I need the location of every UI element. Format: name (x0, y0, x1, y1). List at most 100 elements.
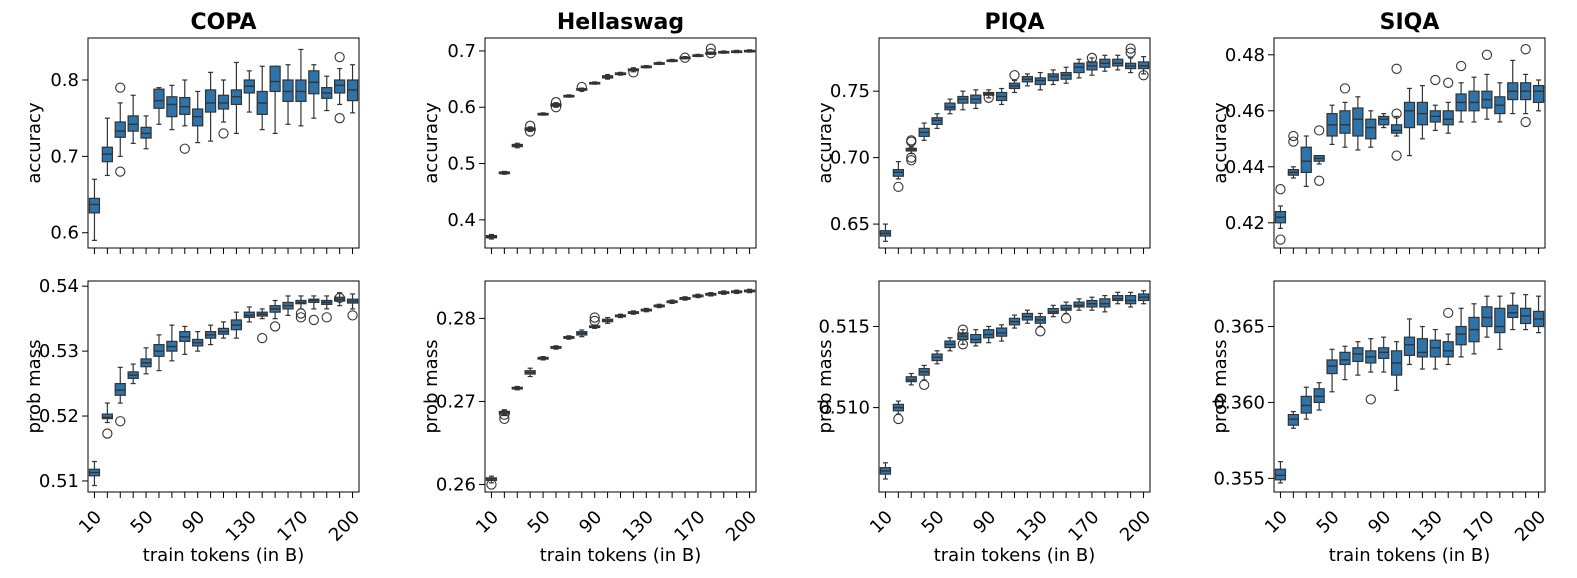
flier-point (1314, 125, 1325, 136)
box-body (1352, 347, 1364, 363)
flier-point (1138, 70, 1149, 81)
box-6 (1352, 96, 1364, 151)
flier-point (1481, 49, 1493, 60)
flier-point (115, 416, 126, 427)
box-18 (1112, 54, 1124, 71)
subplot-title: PIQA (984, 10, 1044, 35)
y-axis-label: accuracy (815, 102, 836, 184)
y-tick-label: 0.8 (50, 70, 79, 91)
box-6 (166, 84, 178, 131)
box-7 (970, 89, 982, 110)
box-1 (1287, 130, 1299, 179)
x-tick-label: 90 (575, 507, 606, 538)
box-9 (601, 73, 614, 80)
box-4 (140, 115, 152, 150)
flier-point (957, 324, 969, 335)
x-tick-label: 10 (1261, 507, 1292, 538)
flier-point (1035, 326, 1046, 337)
box-body (1494, 307, 1506, 334)
box-body (905, 376, 917, 383)
subplot-title: Hellaswag (557, 10, 684, 35)
box-16 (1481, 295, 1493, 338)
box-13 (1442, 307, 1454, 366)
box-3 (1313, 382, 1325, 411)
y-tick-label: 0.515 (818, 316, 870, 337)
box-3 (918, 122, 930, 141)
box-body (1378, 347, 1390, 360)
x-tick-label: 130 (1013, 507, 1052, 546)
flier-point (257, 332, 268, 344)
x-tick-label: 170 (1459, 507, 1498, 546)
box-15 (679, 52, 691, 63)
box-body (1455, 325, 1467, 346)
box-2 (114, 82, 126, 177)
subplot-3: 0.42 0.44 0.46 0.48 accuracy SIQA (1210, 10, 1546, 254)
box-6 (957, 324, 969, 350)
box-16 (1086, 52, 1098, 76)
box-body (153, 88, 165, 109)
y-tick-label: 0.6 (50, 223, 79, 244)
box-1 (101, 117, 113, 177)
x-tick-label: 130 (1408, 507, 1447, 546)
flier-point (499, 413, 510, 425)
box-body (1468, 90, 1480, 112)
y-tick-label: 0.44 (1225, 157, 1265, 178)
box-body (1352, 107, 1364, 137)
box-body (1365, 118, 1377, 140)
box-17 (705, 292, 717, 297)
box-body (1112, 295, 1124, 302)
box-18 (718, 290, 730, 295)
y-tick-label: 0.7 (447, 41, 476, 62)
box-10 (1403, 87, 1416, 157)
box-18 (321, 295, 333, 323)
flier-point (576, 81, 587, 93)
box-13 (256, 65, 268, 131)
box-10 (217, 79, 230, 139)
box-19 (334, 51, 346, 124)
flier-point (1455, 60, 1467, 72)
box-20 (1137, 56, 1150, 81)
axes-frame (87, 280, 360, 493)
box-8 (589, 312, 601, 329)
flier-point (628, 67, 639, 78)
flier-point (1009, 70, 1020, 81)
box-body (1300, 146, 1312, 173)
box-body (334, 79, 346, 94)
box-11 (1416, 84, 1429, 140)
box-body (1073, 301, 1085, 308)
flier-point (1314, 175, 1325, 186)
flier-point (1086, 52, 1098, 64)
box-7 (1365, 338, 1377, 405)
box-6 (1352, 341, 1364, 376)
box-12 (1429, 74, 1441, 131)
subplot-title: SIQA (1380, 10, 1440, 35)
flier-point (906, 136, 917, 147)
flier-point (1365, 394, 1376, 405)
y-axis-label: accuracy (421, 102, 442, 184)
box-7 (576, 329, 588, 338)
flier-point (308, 314, 319, 326)
x-tick-label: 200 (1116, 507, 1155, 546)
box-1 (1287, 410, 1299, 429)
box-body (166, 96, 178, 118)
x-axis-label: train tokens (in B) (1329, 545, 1491, 566)
box-17 (308, 295, 320, 326)
box-12 (1429, 328, 1441, 370)
box-0 (485, 475, 498, 490)
x-tick-label: 90 (1364, 507, 1395, 538)
flier-point (499, 409, 510, 420)
box-9 (1390, 63, 1403, 161)
box-5 (1339, 83, 1351, 148)
box-2 (511, 385, 523, 391)
box-19 (1125, 43, 1137, 74)
y-tick-label: 0.65 (830, 214, 870, 235)
flier-point (983, 92, 994, 103)
y-tick-label: 0.510 (818, 398, 870, 419)
subplot-5: 0.26 0.27 0.28 10 50 90 130 170 200 train tokens … (421, 280, 761, 566)
box-15 (1468, 303, 1480, 355)
box-body (1287, 413, 1299, 426)
y-axis-label: accuracy (1210, 102, 1231, 184)
box-11 (1416, 325, 1429, 370)
box-4 (931, 350, 943, 365)
